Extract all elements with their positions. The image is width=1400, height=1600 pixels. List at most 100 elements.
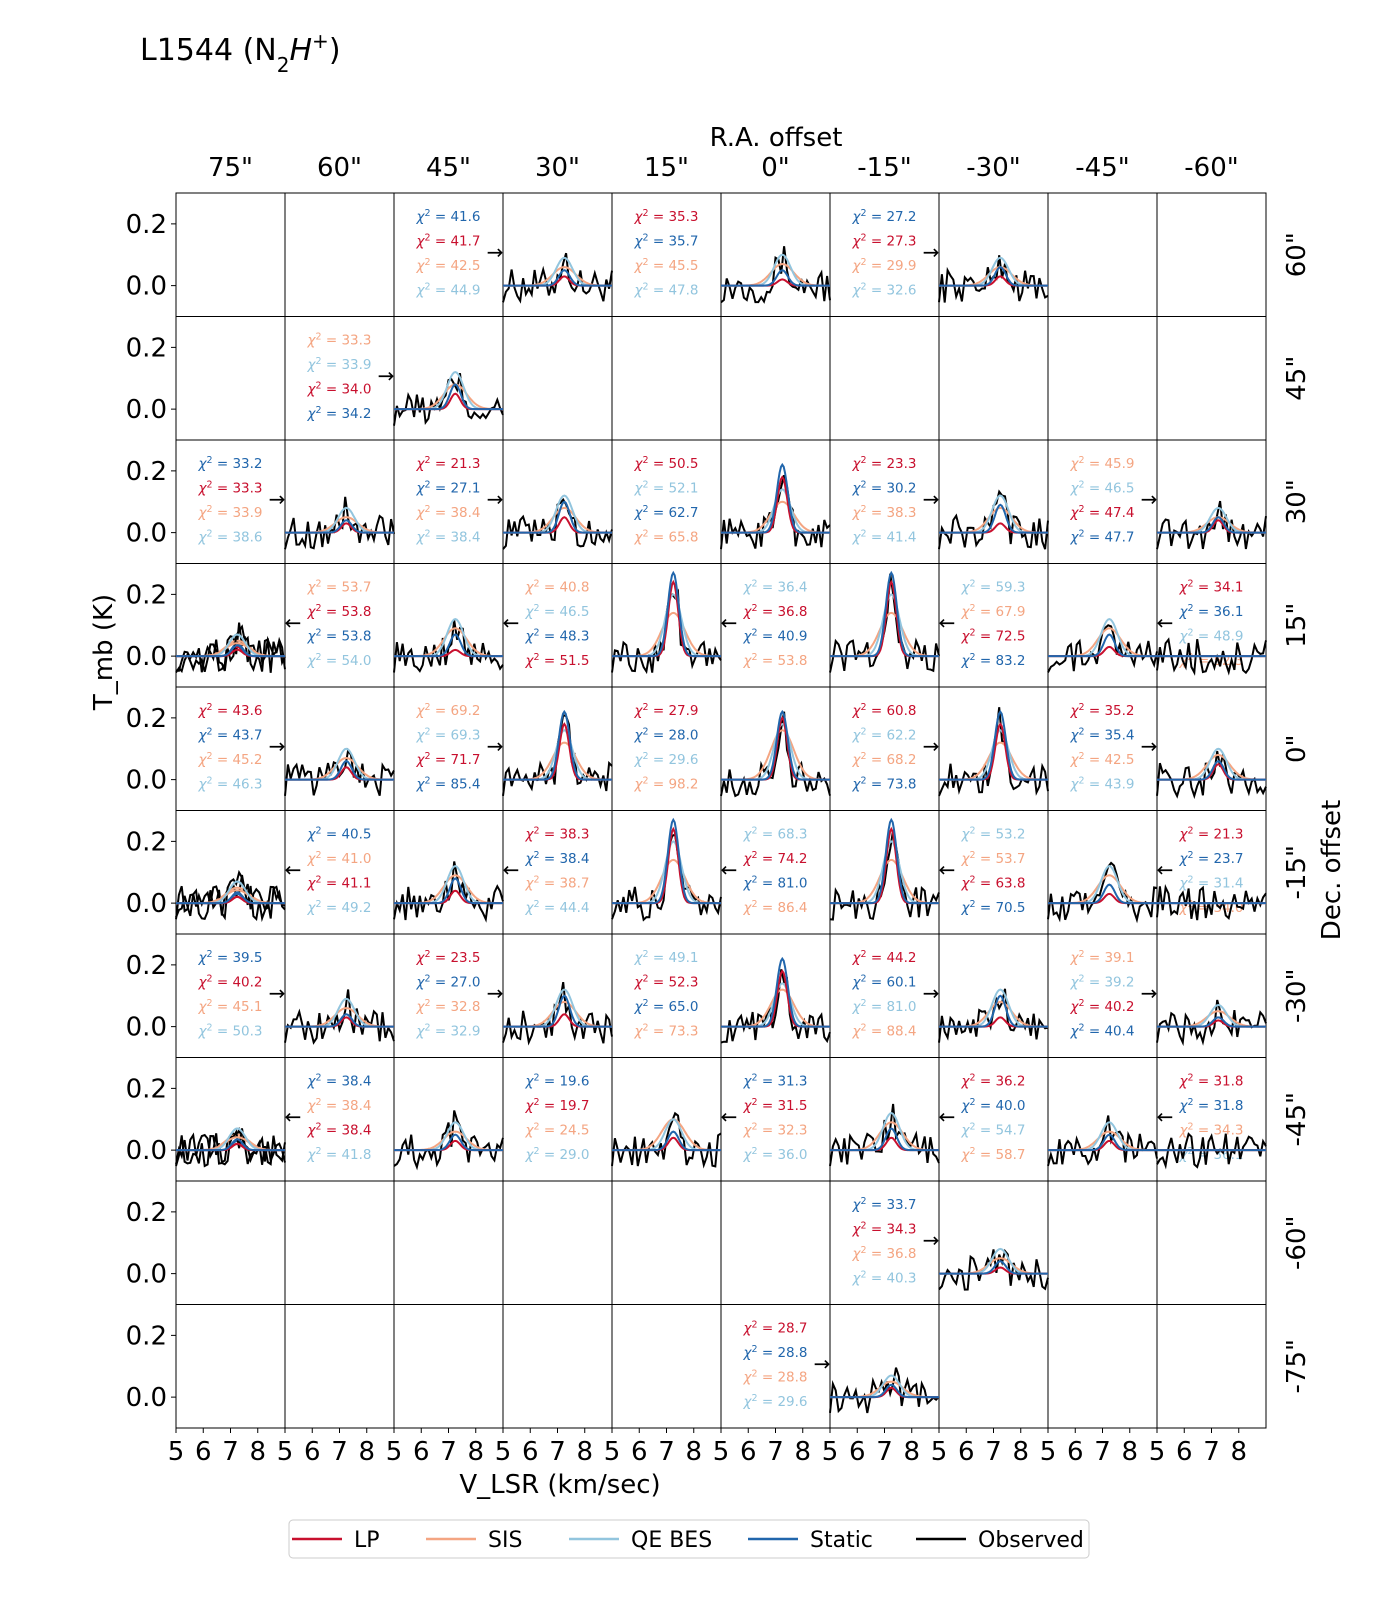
chi2-qe-m45-m15: χ2 = 31.4 [1179,875,1244,892]
chi2-lp-m60-0: χ2 = 35.2 [1070,702,1135,719]
x-tick-label: 7 [1203,1437,1220,1467]
x-tick-label: 6 [522,1437,539,1467]
chi2-sis-0-30: χ2 = 65.8 [634,529,699,546]
chi2-qe-0-30: χ2 = 52.1 [634,480,699,497]
x-tick-label: 7 [222,1437,239,1467]
legend-label-sis: SIS [488,1528,522,1553]
observed-trace-45-45 [393,373,504,426]
chi2-lp-15-15: χ2 = 36.8 [743,603,808,620]
chi2-lp-m60-m30: χ2 = 40.2 [1070,998,1135,1015]
pointer-arrow-m45-15: ← [1157,610,1174,634]
panel-frame-m45-15 [1047,563,1158,688]
chi2-static-75-m15: χ2 = 40.5 [307,826,372,843]
pointer-arrow-15-m45: ← [721,1104,738,1128]
observed-trace-45-m45 [393,1110,504,1171]
ra-offset-label: -45" [1075,153,1129,183]
chi2-lp-m15-m15: χ2 = 63.8 [961,875,1026,892]
x-tick-label: 6 [849,1437,866,1467]
panel-frame-75-60 [175,192,286,317]
chi2-qe-m30-30: χ2 = 41.4 [852,529,917,546]
observed-trace-m15-m15 [829,829,940,921]
x-tick-label: 5 [1040,1437,1057,1467]
panel-frame-m60-60 [1156,192,1267,317]
chi2-lp-0-0: χ2 = 27.9 [634,702,699,719]
chi2-sis-0-60: χ2 = 45.5 [634,257,699,274]
chi2-static-15-m15: χ2 = 81.0 [743,875,808,892]
chi2-static-15-m45: χ2 = 31.3 [743,1073,808,1090]
observed-trace-m30-m60 [938,1248,1049,1291]
chi2-static-m60-30: χ2 = 47.7 [1070,529,1135,546]
panel-frame-m60-m75 [1156,1304,1267,1429]
ra-axis-label: R.A. offset [710,123,843,153]
panel-frame-45-15 [393,563,504,688]
panel-frame-75-m75 [175,1304,286,1429]
chi2-sis-m15-15: χ2 = 67.9 [961,603,1026,620]
chi2-qe-45-m45: χ2 = 29.0 [525,1146,590,1163]
x-tick-label: 5 [604,1437,621,1467]
chi2-sis-15-15: χ2 = 53.8 [743,652,808,669]
x-tick-label: 6 [1176,1437,1193,1467]
x-tick-label: 8 [903,1437,920,1467]
chi2-sis-45-45: χ2 = 33.3 [307,332,372,349]
x-tick-label: 7 [767,1437,784,1467]
panel-frame-m30-m75 [938,1304,1049,1429]
y-tick-label: 0.0 [126,519,167,549]
y-tick-label: 0.0 [126,766,167,796]
chi2-qe-45-m15: χ2 = 44.4 [525,899,590,916]
dec-offset-label: 45" [1282,356,1312,401]
chi2-sis-m60-m30: χ2 = 39.1 [1070,949,1135,966]
chi2-qe-30-m30: χ2 = 32.9 [416,1023,481,1040]
panel-frame-60-30 [284,439,395,564]
chi2-sis-m30-30: χ2 = 38.3 [852,504,917,521]
chi2-lp-m30-60: χ2 = 27.3 [852,233,917,250]
model-static-m15-m15 [830,817,939,905]
chi2-sis-m30-m30: χ2 = 88.4 [852,1023,917,1040]
chi2-static-0-m30: χ2 = 65.0 [634,998,699,1015]
pointer-arrow-30-m30: → [487,981,504,1005]
model-static-m45-15 [1048,633,1157,658]
chi2-qe-m30-0: χ2 = 62.2 [852,727,917,744]
x-tick-label: 6 [1067,1437,1084,1467]
chi2-sis-30-m30: χ2 = 32.8 [416,998,481,1015]
observed-trace-m30-m30 [938,988,1049,1043]
x-tick-label: 5 [495,1437,512,1467]
pointer-arrow-30-60: → [487,240,504,264]
chi2-sis-15-m45: χ2 = 32.3 [743,1122,808,1139]
model-static-m15-m75 [830,1383,939,1399]
chi2-sis-m15-m75: χ2 = 28.8 [743,1369,808,1386]
y-tick-label: 0.0 [126,1136,167,1166]
chi2-lp-45-m45: χ2 = 19.7 [525,1097,590,1114]
panel-frame-30-45 [502,316,613,441]
chi2-static-60-m30: χ2 = 39.5 [198,949,263,966]
panel-frame-0-45 [720,316,831,441]
observed-trace-m45-m45 [1047,1115,1158,1167]
chi2-lp-m45-m45: χ2 = 31.8 [1179,1073,1244,1090]
x-tick-label: 8 [249,1437,266,1467]
pointer-arrow-15-15: ← [721,610,738,634]
pointer-arrow-45-m15: ← [503,857,520,881]
x-axis-label: V_LSR (km/sec) [459,1470,660,1500]
chi2-static-0-0: χ2 = 28.0 [634,727,699,744]
y-tick-label: 0.2 [126,1321,167,1351]
chi2-sis-m15-m15: χ2 = 53.7 [961,850,1026,867]
model-static-m45-m45 [1048,1133,1157,1152]
chi2-static-m30-0: χ2 = 73.8 [852,776,917,793]
model-static-45-m45 [394,1133,503,1152]
chi2-qe-m60-30: χ2 = 46.5 [1070,480,1135,497]
chi2-lp-75-m45: χ2 = 38.4 [307,1122,372,1139]
observed-trace-0-60 [720,246,831,304]
chi2-qe-45-15: χ2 = 46.5 [525,603,590,620]
panel-frame-m45-45 [1047,316,1158,441]
pointer-arrow-30-0: → [487,734,504,758]
x-tick-label: 6 [631,1437,648,1467]
chi2-qe-60-30: χ2 = 38.6 [198,529,263,546]
chi2-sis-0-m30: χ2 = 73.3 [634,1023,699,1040]
panel-frame-60-m75 [284,1304,395,1429]
chi2-qe-30-60: χ2 = 44.9 [416,282,481,299]
chi2-lp-m15-15: χ2 = 72.5 [961,628,1026,645]
chi2-lp-m30-30: χ2 = 23.3 [852,455,917,472]
dec-offset-label: 60" [1282,232,1312,277]
x-tick-label: 5 [168,1437,185,1467]
chi2-lp-m60-30: χ2 = 47.4 [1070,504,1135,521]
panel-frame-m30-60 [938,192,1049,317]
